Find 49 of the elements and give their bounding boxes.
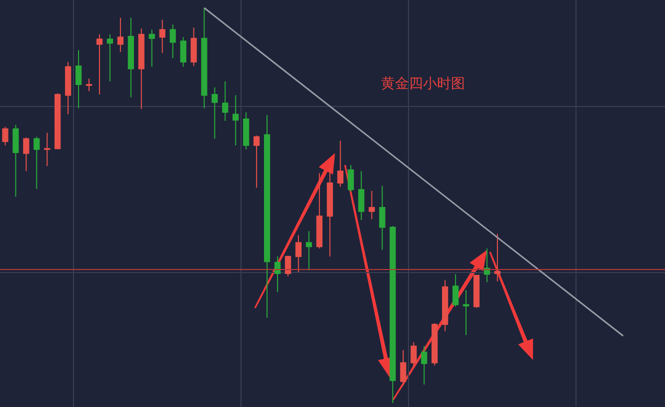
candlestick xyxy=(442,280,448,332)
candlestick xyxy=(128,17,134,98)
candlestick xyxy=(243,112,250,150)
candlestick xyxy=(180,36,186,68)
candlestick xyxy=(148,29,155,68)
candlestick xyxy=(254,135,260,188)
candlestick xyxy=(2,126,8,146)
candlestick xyxy=(484,248,490,283)
candlestick xyxy=(159,19,166,54)
candlestick xyxy=(400,350,406,386)
candlestick xyxy=(295,234,302,273)
candlestick xyxy=(368,190,375,220)
candlestick xyxy=(190,27,197,66)
candlestick xyxy=(462,290,470,336)
candlestick xyxy=(284,255,292,277)
candlestick xyxy=(316,172,322,250)
candlestick xyxy=(75,50,82,109)
candlestick xyxy=(201,7,208,109)
candlestick xyxy=(306,230,312,271)
candlestick xyxy=(44,132,50,166)
candlestick xyxy=(65,62,72,115)
candlestick xyxy=(54,92,61,150)
candlestick xyxy=(421,346,428,385)
annotation: 黄金四小时图 xyxy=(381,76,465,92)
candlestick xyxy=(106,34,114,82)
candlestick xyxy=(212,86,218,140)
candlestick xyxy=(264,114,270,318)
candlestick xyxy=(117,17,124,53)
candlestick xyxy=(390,226,396,404)
candlestick xyxy=(410,342,417,368)
candlestick xyxy=(34,136,40,190)
candlestick xyxy=(432,322,438,366)
candlestick xyxy=(379,185,386,250)
candlestick xyxy=(494,233,501,282)
candlestick xyxy=(274,256,281,293)
candlestick xyxy=(473,274,480,308)
candlestick xyxy=(12,124,19,198)
candlestick xyxy=(326,167,333,257)
candlestick xyxy=(348,164,354,192)
candlestick xyxy=(358,170,364,221)
candlestick xyxy=(222,80,228,122)
candlestick xyxy=(452,274,459,308)
candlestick xyxy=(96,34,103,95)
candlestick xyxy=(138,28,144,110)
candlestick xyxy=(232,94,239,146)
candlestick xyxy=(86,78,92,92)
candlestick xyxy=(337,140,344,188)
candlestick xyxy=(23,137,30,172)
candlestick xyxy=(170,24,176,59)
